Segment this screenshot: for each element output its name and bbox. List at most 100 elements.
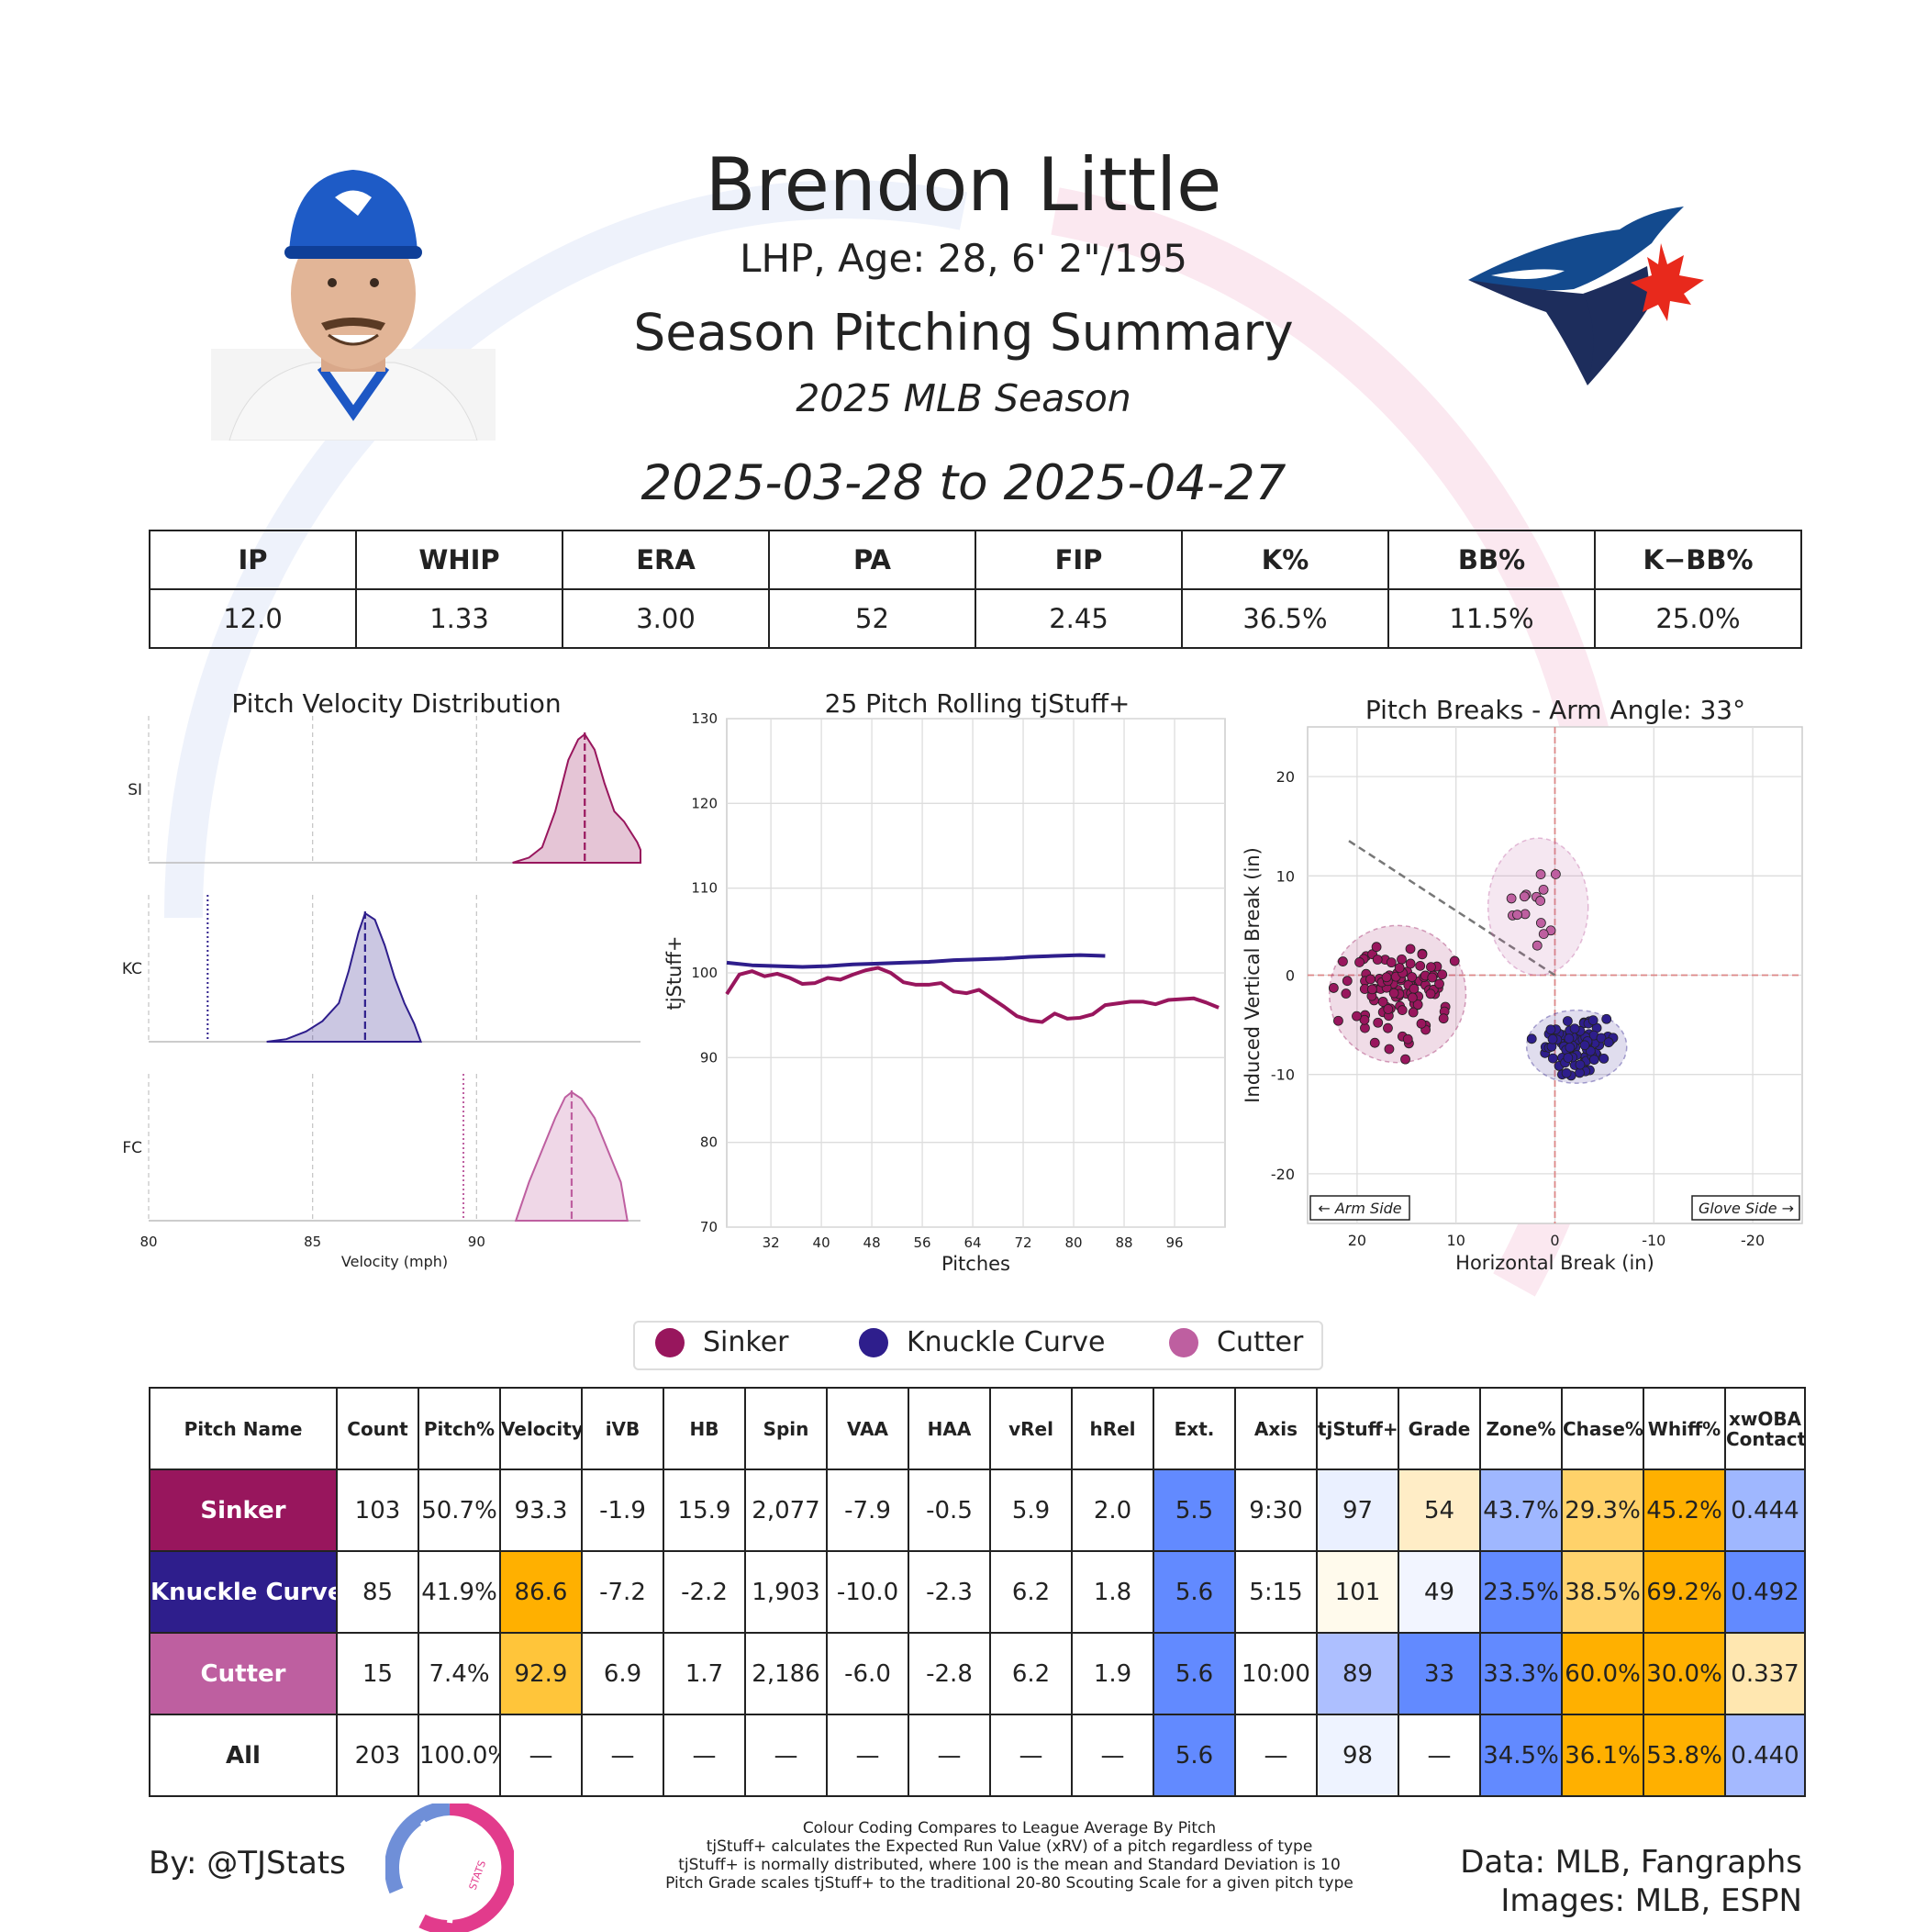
- break-point: [1569, 1023, 1580, 1034]
- pitch-metric-cell: 45.2%: [1643, 1469, 1726, 1552]
- pitch-metric-cell: -2.8: [908, 1632, 991, 1715]
- player-headshot: [211, 170, 496, 441]
- season-stats-value-row: 12.0 1.33 3.00 52 2.45 36.5% 11.5% 25.0%: [149, 588, 1802, 649]
- data-credit: Data: MLB, Fangraphs: [1460, 1844, 1802, 1881]
- pitch-metric-cell: 1.7: [663, 1632, 746, 1715]
- breaks-y-tick: 20: [1276, 768, 1295, 786]
- break-point: [1512, 910, 1522, 921]
- pitch-table-header: Ext.: [1153, 1387, 1236, 1470]
- rolling-x-tick: 96: [1165, 1234, 1183, 1251]
- pitch-metric-cell: 69.2%: [1643, 1550, 1726, 1634]
- break-point: [1416, 1018, 1427, 1029]
- velocity-tick-label: 85: [304, 1234, 321, 1250]
- season-stats-table: IP WHIP ERA PA FIP K% BB% K−BB% 12.0 1.3…: [149, 530, 1802, 649]
- stat-header: PA: [768, 530, 976, 590]
- logo-text: STATS: [467, 1859, 489, 1892]
- pitch-table-header: Spin: [744, 1387, 828, 1470]
- pitch-table-header: Velocity: [499, 1387, 583, 1470]
- pitch-metric-cell: —: [908, 1714, 991, 1797]
- pitch-metric-cell: 2.0: [1071, 1469, 1154, 1552]
- break-point: [1603, 1037, 1614, 1048]
- stat-header: BB%: [1387, 530, 1596, 590]
- rolling-x-tick: 56: [914, 1234, 931, 1251]
- rolling-y-tick: 120: [691, 795, 718, 811]
- pitch-metric-cell: 15.9: [663, 1469, 746, 1552]
- pitch-metric-cell: 30.0%: [1643, 1632, 1726, 1715]
- pitch-metric-cell: 33: [1398, 1632, 1481, 1715]
- rolling-x-tick: 88: [1115, 1234, 1132, 1251]
- breaks-y-tick: -10: [1271, 1067, 1295, 1084]
- break-point: [1354, 957, 1364, 967]
- break-point: [1400, 1054, 1410, 1065]
- byline: By: @TJStats: [149, 1845, 346, 1882]
- pitch-name-cell: Sinker: [149, 1469, 338, 1552]
- legend-label: Cutter: [1217, 1326, 1304, 1358]
- break-point: [1333, 1015, 1343, 1026]
- break-point: [1405, 944, 1416, 955]
- pitch-metric-cell: 5.6: [1153, 1550, 1236, 1634]
- break-point: [1562, 1016, 1573, 1026]
- break-point: [1601, 1013, 1612, 1024]
- break-point: [1381, 972, 1392, 983]
- pitch-table-header: Axis: [1234, 1387, 1318, 1470]
- pitch-metric-cell: 0.492: [1724, 1550, 1806, 1634]
- break-point: [1342, 976, 1353, 987]
- pitch-metric-cell: -6.0: [826, 1632, 909, 1715]
- pitch-metric-cell: 50.7%: [418, 1469, 501, 1552]
- pitch-table-header: HAA: [908, 1387, 991, 1470]
- pitch-metric-cell: -7.2: [581, 1550, 664, 1634]
- pitch-metric-cell: 34.5%: [1479, 1714, 1563, 1797]
- pitch-breaks-chart: 20 10 0 -10 -20 20 10 0 -10 -20 Horizontal Break (…: [1242, 726, 1803, 1274]
- break-point: [1550, 869, 1561, 879]
- break-point: [1585, 1045, 1596, 1056]
- legend-marker: [655, 1327, 685, 1357]
- pitch-metric-cell: —: [581, 1714, 664, 1797]
- break-point: [1588, 1055, 1599, 1065]
- velocity-chart-title: Pitch Velocity Distribution: [231, 688, 562, 719]
- velocity-distribution-chart: SI KC FC 80 85 90 Velocity (mph): [122, 716, 641, 1270]
- pitch-metric-cell: 49: [1398, 1550, 1481, 1634]
- break-point: [1598, 1053, 1610, 1064]
- pitch-metric-cell: 92.9: [499, 1632, 583, 1715]
- break-point: [1417, 949, 1428, 960]
- pitch-metric-cell: -1.9: [581, 1469, 664, 1552]
- pitch-metric-cell: -0.5: [908, 1469, 991, 1552]
- pitch-metric-cell: 203: [336, 1714, 419, 1797]
- pitch-metric-cell: 9:30: [1234, 1469, 1318, 1552]
- pitch-table-header: VAA: [826, 1387, 909, 1470]
- breaks-x-tick: -20: [1741, 1232, 1765, 1249]
- break-point: [1373, 1017, 1384, 1028]
- pitch-table-header: Pitch Name: [149, 1387, 338, 1470]
- rolling-x-tick: 80: [1064, 1234, 1082, 1251]
- velocity-tick-label: 90: [468, 1234, 485, 1250]
- break-point: [1438, 1013, 1449, 1024]
- pitch-metric-cell: 60.0%: [1561, 1632, 1644, 1715]
- pitch-table-header: hRel: [1071, 1387, 1154, 1470]
- break-point: [1563, 1053, 1574, 1063]
- pitch-metric-cell: 98: [1316, 1714, 1399, 1797]
- rolling-x-tick: 40: [813, 1234, 830, 1251]
- break-point: [1426, 962, 1436, 973]
- pitch-metric-cell: 7.4%: [418, 1632, 501, 1715]
- credits: Data: MLB, Fangraphs Images: MLB, ESPN: [1460, 1843, 1802, 1920]
- break-point: [1519, 891, 1530, 902]
- rolling-x-tick: 32: [763, 1234, 780, 1251]
- pitch-metric-cell: —: [744, 1714, 828, 1797]
- pitch-metric-cell: 54: [1398, 1469, 1481, 1552]
- pitch-metric-cell: 100.0%: [418, 1714, 501, 1797]
- break-point: [1425, 988, 1436, 1000]
- break-point: [1575, 1059, 1586, 1070]
- break-point: [1384, 1044, 1395, 1055]
- pitch-name-cell: All: [149, 1714, 338, 1797]
- break-point: [1369, 1037, 1380, 1048]
- break-point: [1545, 1024, 1556, 1035]
- stat-header: WHIP: [355, 530, 563, 590]
- tjstats-logo: STATS: [385, 1804, 514, 1932]
- pitch-metric-cell: -2.2: [663, 1550, 746, 1634]
- break-point: [1596, 1033, 1607, 1044]
- rolling-y-tick: 100: [691, 965, 718, 981]
- pitch-table-header: Zone%: [1479, 1387, 1563, 1470]
- footnotes: Colour Coding Compares to League Average…: [642, 1819, 1376, 1893]
- breaks-y-tick: 10: [1276, 867, 1295, 885]
- pitch-table-header: xwOBA Contact: [1724, 1387, 1806, 1470]
